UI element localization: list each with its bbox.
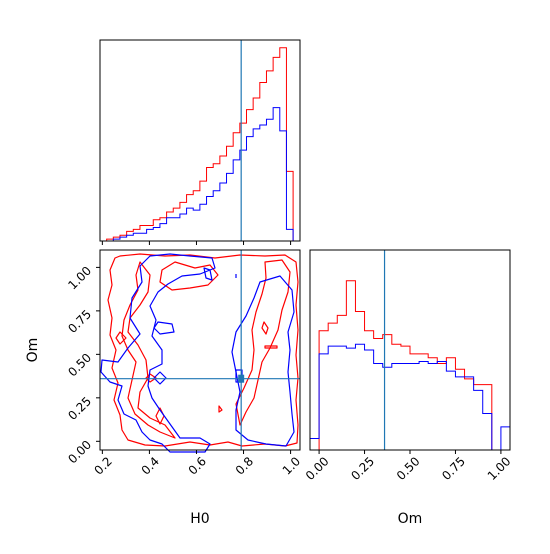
contour-red-blob-b [264,345,278,349]
om-hist-series-red [310,280,510,451]
joint-y-tick-label: 0.50 [65,351,94,380]
om-x-tick-label: 0.00 [303,454,332,483]
h0-hist-series-blue [100,107,300,242]
y-axis-label-om: Om [25,338,41,363]
h0-marginal-panel [99,39,301,245]
om-marginal-panel: 0.00 0.25 0.50 0.75 1.00 [303,249,514,483]
contour-blue-blob-c [203,267,213,281]
contour-red-blob-d [115,331,127,345]
joint-panel: 0.2 0.4 0.6 0.8 1.0 0.00 0.25 0.50 0.75 1.00 [65,249,303,478]
joint-x-tick-label: 0.8 [233,454,256,477]
contour-red-inner-left [121,261,176,439]
h0-hist-series-red [100,47,300,242]
joint-y-tick-label: 0.00 [65,438,94,467]
contour-red-inner-right [235,259,291,426]
x-axis-label-om: Om [398,511,423,527]
joint-y-tick-label: 0.75 [65,307,94,336]
contour-blue-right [231,275,295,447]
joint-truth-marker [238,374,245,383]
x-axis-label-h0: H0 [190,511,209,527]
om-x-tick-label: 0.25 [348,454,377,483]
om-x-tick-label: 0.50 [394,454,423,483]
joint-x-tick-label: 0.6 [186,454,209,477]
joint-x-tick-label: 1.0 [280,454,303,477]
contour-blue-blob-b [153,371,167,385]
contour-blue-blob-a [153,321,175,335]
om-x-tick-label: 0.75 [439,454,468,483]
joint-x-tick-label: 0.2 [92,454,115,477]
contour-red-inner-mid [159,261,219,291]
contour-blue-left [100,253,216,453]
om-x-tick-label: 1.00 [485,454,514,483]
contour-red-blob-e [218,405,223,413]
contour-red-blob-f [145,373,157,383]
om-histograms [309,280,511,451]
h0-histograms [100,47,300,242]
contour-red-blob-a [261,321,269,335]
joint-frame [99,249,301,451]
h0-marginal-ticks [101,241,292,245]
h0-marginal-frame [99,39,301,242]
joint-y-tick-label: 1.00 [65,264,94,293]
joint-y-tick-label: 0.25 [65,394,94,423]
joint-x-tick-label: 0.4 [139,454,162,477]
om-hist-series-blue [309,343,511,451]
om-marginal-ticks: 0.00 0.25 0.50 0.75 1.00 [303,450,514,483]
contours-series-a [107,253,299,447]
